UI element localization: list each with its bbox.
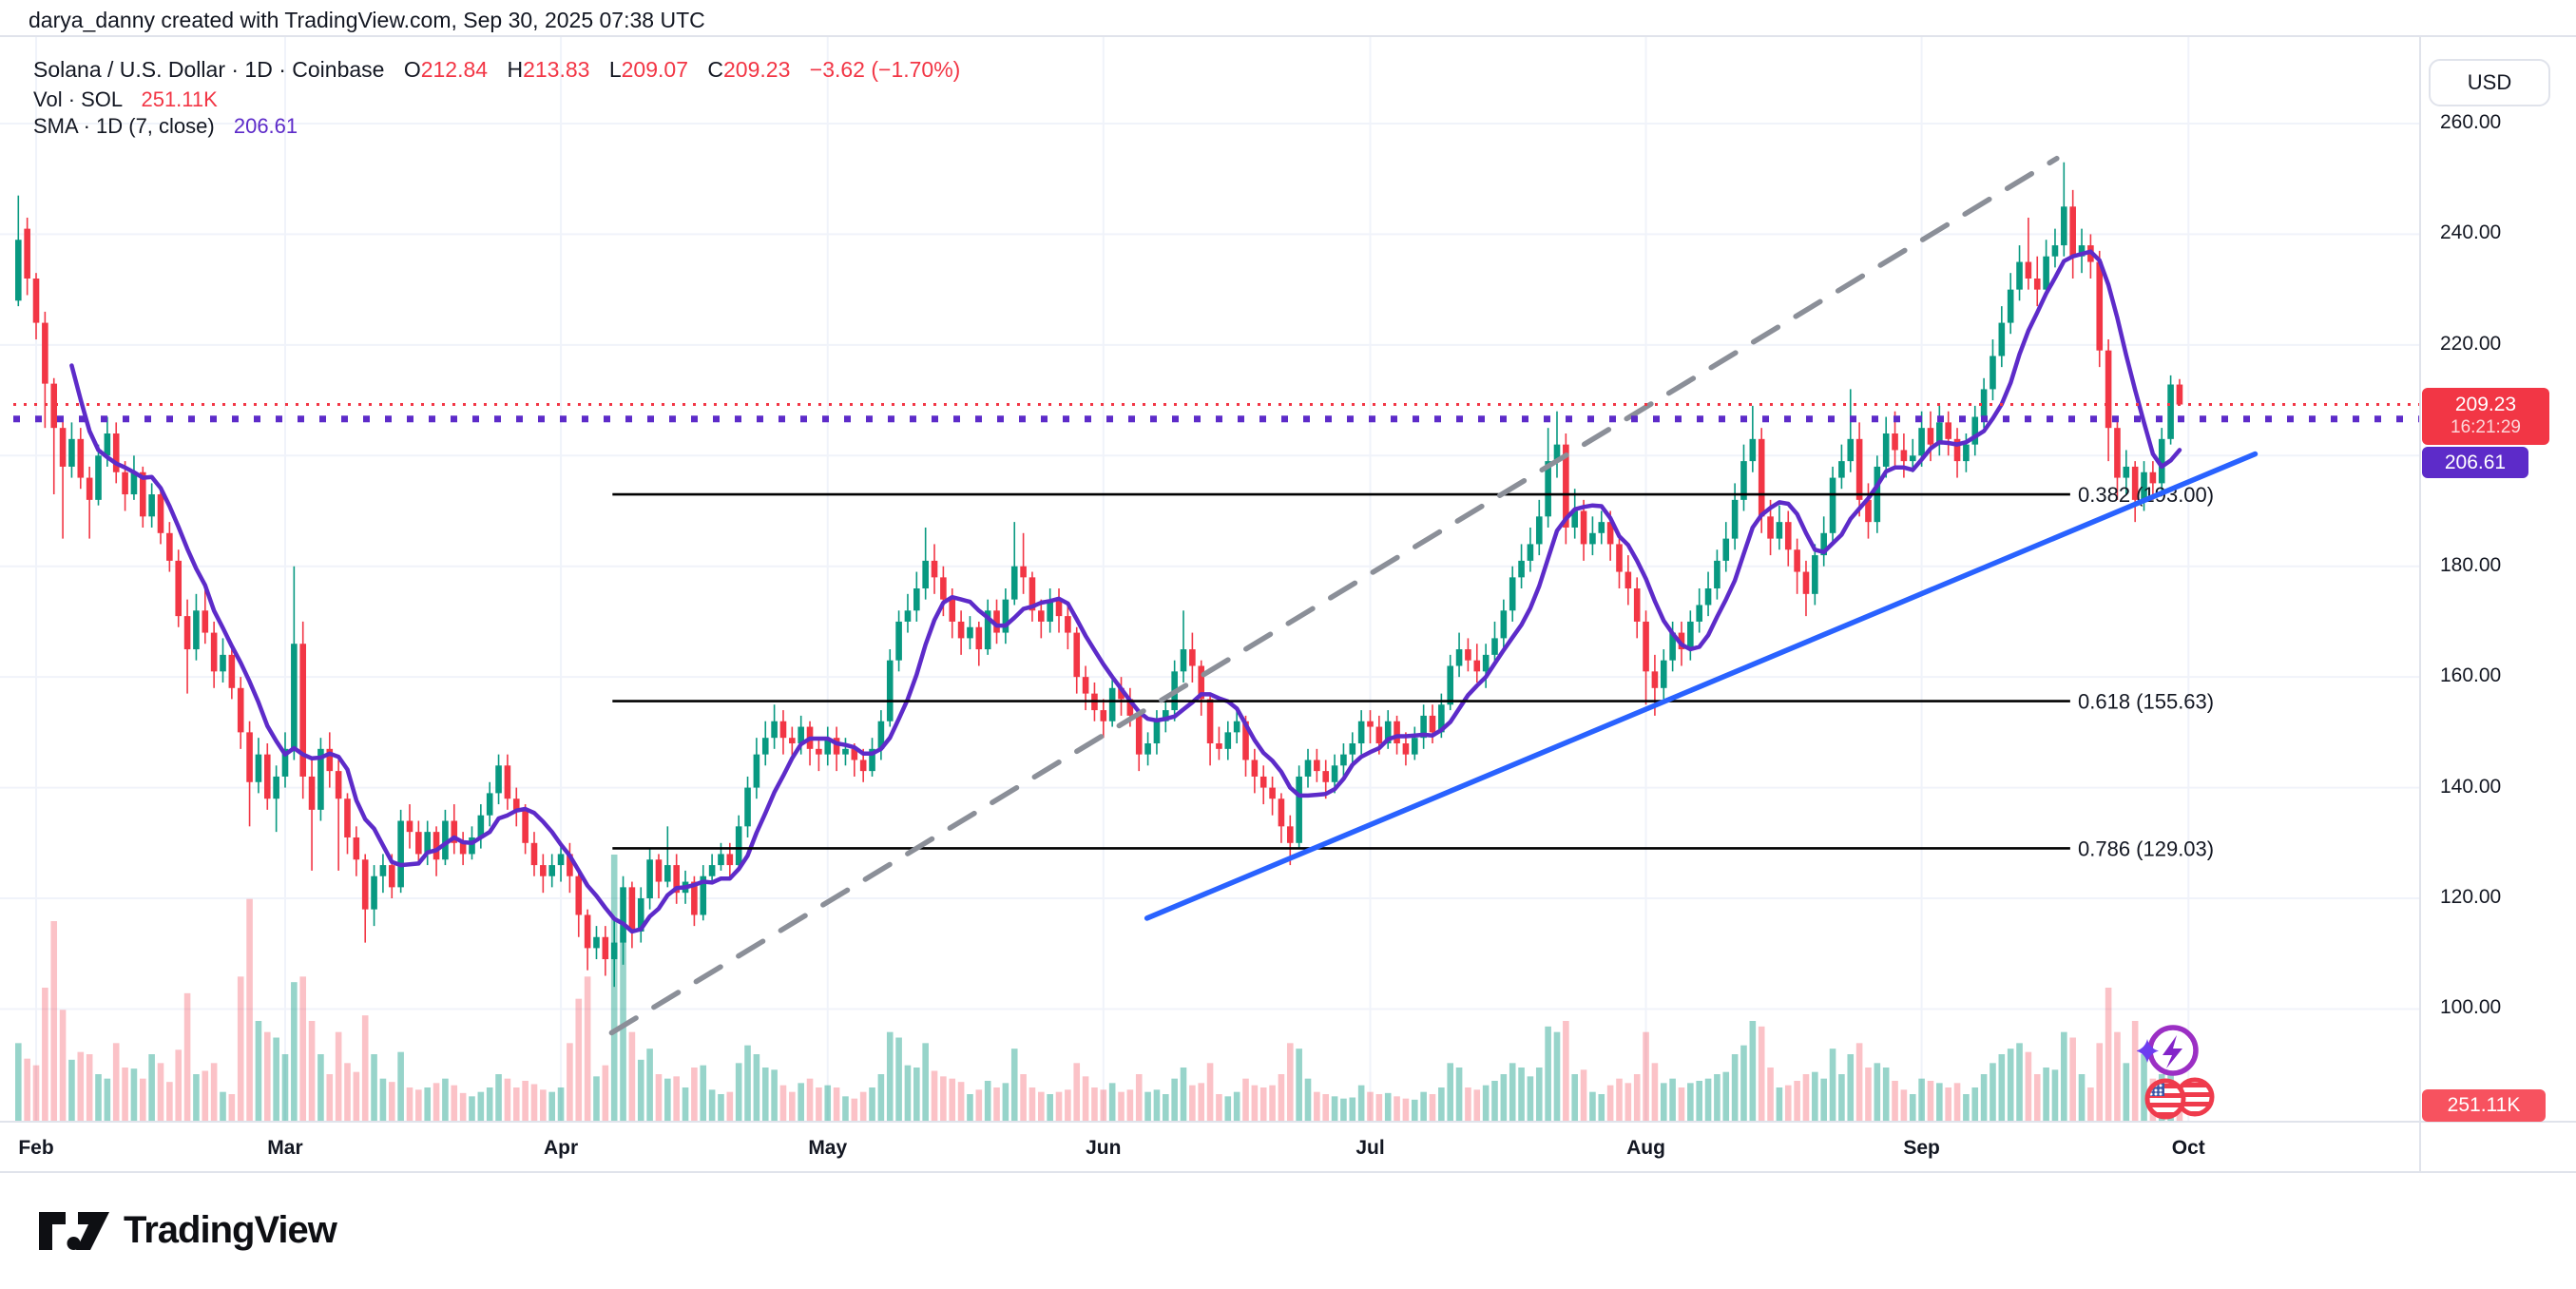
- price-tick-label: 260.00: [2440, 111, 2502, 133]
- sma-line: [69, 249, 2182, 934]
- month-tick-label: Mar: [267, 1137, 303, 1159]
- open-value: 212.84: [420, 57, 489, 82]
- open-label: O: [403, 57, 421, 82]
- month-tick-label: Sep: [1903, 1137, 1940, 1159]
- us-flag-coins-icon[interactable]: [2135, 1070, 2226, 1129]
- fib-level-label: 0.786 (129.03): [2078, 837, 2214, 860]
- sma-value: 206.61: [233, 114, 298, 138]
- price-tick-label: 180.00: [2440, 553, 2502, 576]
- currency-usd-button[interactable]: USD: [2429, 59, 2550, 106]
- grid-lines: [0, 36, 2419, 1121]
- boost-lightning-icon[interactable]: [2137, 1023, 2203, 1082]
- blue-support-line[interactable]: [1144, 451, 2259, 921]
- price-tick-label: 120.00: [2440, 886, 2502, 908]
- low-value: 209.07: [621, 57, 688, 82]
- price-tick-label: 240.00: [2440, 221, 2502, 244]
- high-value: 213.83: [523, 57, 590, 82]
- price-tick-label: 220.00: [2440, 332, 2502, 355]
- sma-price-badge: 206.61: [2422, 447, 2528, 478]
- legend-volume-row[interactable]: Vol · SOL 251.11K: [33, 87, 218, 112]
- tradingview-logo-icon: [39, 1211, 109, 1250]
- volume-value-badge: 251.11K: [2422, 1089, 2546, 1122]
- price-axis[interactable]: [2420, 35, 2576, 1121]
- top-border: [0, 35, 2576, 37]
- candles: [15, 162, 2183, 988]
- time-axis[interactable]: [0, 1122, 2419, 1171]
- last-price-badge: 209.23 16:21:29: [2422, 388, 2549, 445]
- fib-retracement[interactable]: 0.382 (193.00) 0.618 (155.63) 0.786 (129.0…: [612, 483, 2214, 860]
- high-label: H: [507, 57, 524, 82]
- axis-bottom-border: [0, 1171, 2576, 1173]
- change-value: −3.62 (−1.70%): [809, 57, 961, 82]
- close-label: C: [707, 57, 724, 82]
- price-tick-label: 160.00: [2440, 664, 2502, 687]
- fib-level-label: 0.618 (155.63): [2078, 690, 2214, 714]
- legend-sma-row[interactable]: SMA · 1D (7, close) 206.61: [33, 114, 298, 139]
- bar-countdown: 16:21:29: [2451, 417, 2521, 437]
- tradingview-logo[interactable]: TradingView: [38, 1209, 337, 1252]
- plot-bottom-border: [0, 1121, 2576, 1123]
- price-tick-label: 100.00: [2440, 996, 2502, 1019]
- legend-symbol-row[interactable]: Solana / U.S. Dollar · 1D · Coinbase O21…: [33, 57, 960, 83]
- month-tick-label: Jun: [1086, 1137, 1122, 1159]
- volume-label: Vol · SOL: [33, 87, 123, 111]
- close-value: 209.23: [723, 57, 791, 82]
- month-tick-label: Apr: [543, 1137, 579, 1159]
- price-axis-border: [2419, 35, 2421, 1171]
- month-tick-label: Aug: [1626, 1137, 1665, 1159]
- dashed-channel-line[interactable]: [608, 155, 2060, 1036]
- volume-value: 251.11K: [141, 87, 218, 111]
- price-tick-label: 140.00: [2440, 775, 2502, 798]
- month-tick-label: Feb: [18, 1137, 54, 1159]
- low-label: L: [608, 57, 622, 82]
- last-price-value: 209.23: [2454, 394, 2517, 415]
- sma-label: SMA · 1D (7, close): [33, 114, 215, 138]
- symbol-title: Solana / U.S. Dollar · 1D · Coinbase: [33, 57, 385, 82]
- fib-level-label: 0.382 (193.00): [2078, 483, 2214, 507]
- watermark: darya_danny created with TradingView.com…: [29, 8, 705, 32]
- tradingview-logo-text: TradingView: [124, 1209, 337, 1251]
- volume-bars: [15, 855, 2183, 1121]
- month-tick-label: Jul: [1355, 1137, 1385, 1159]
- month-tick-label: May: [808, 1137, 848, 1159]
- month-tick-label: Oct: [2171, 1137, 2205, 1159]
